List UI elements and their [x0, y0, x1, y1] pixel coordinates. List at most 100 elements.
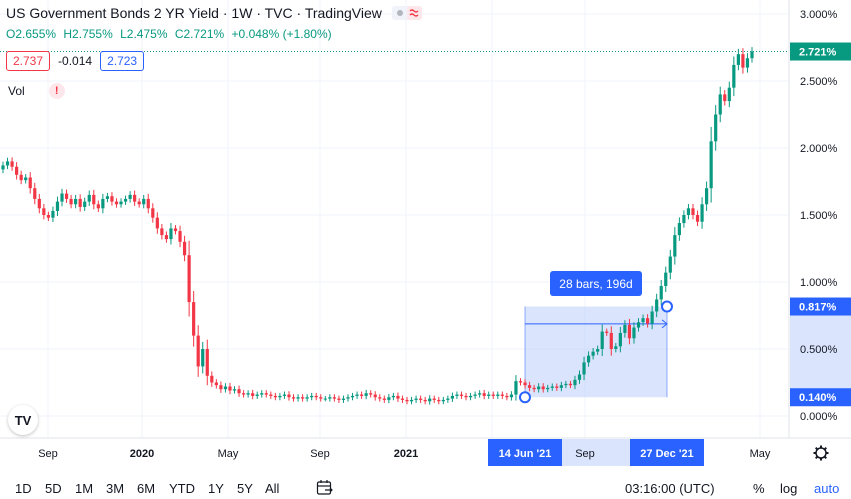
- volume-label: Vol: [8, 84, 25, 98]
- candle-body: [101, 198, 105, 209]
- candle-body: [278, 395, 282, 398]
- candle-body: [550, 386, 554, 388]
- range-1d-button[interactable]: 1D: [15, 481, 32, 496]
- range-ytd-button[interactable]: YTD: [169, 481, 195, 496]
- candle-body: [178, 231, 182, 242]
- candle-body: [450, 395, 454, 399]
- candle-body: [64, 193, 69, 199]
- candle-body: [328, 397, 332, 399]
- candle-body: [405, 399, 409, 402]
- bid-price-button[interactable]: 2.737: [6, 51, 51, 71]
- measure-end-handle: [661, 300, 673, 313]
- range-6m-button[interactable]: 6M: [137, 481, 156, 496]
- candle-body: [169, 228, 173, 240]
- clock-timezone[interactable]: 03:16:00 (UTC): [625, 481, 715, 496]
- candle-body: [55, 201, 60, 211]
- candle-body: [541, 386, 545, 390]
- time-tick-label: 2021: [394, 448, 418, 460]
- candle-body: [19, 174, 23, 181]
- candle-body: [523, 382, 527, 386]
- range-5y-button[interactable]: 5Y: [237, 481, 253, 496]
- candle-body: [46, 215, 50, 218]
- candle-body: [369, 393, 373, 395]
- range-all-button[interactable]: All: [265, 481, 280, 496]
- candle-body: [201, 349, 205, 367]
- gear-icon[interactable]: [813, 445, 829, 461]
- candle-body: [614, 346, 618, 349]
- candle-body: [87, 194, 91, 202]
- candle-body: [255, 394, 259, 396]
- candle-body: [223, 386, 228, 390]
- measure-price-band: [790, 306, 851, 398]
- candle-body: [718, 94, 722, 115]
- price-tick-label: 2.000%: [800, 143, 838, 155]
- status-toggle[interactable]: [391, 5, 422, 24]
- price-tick-label: 2.500%: [800, 76, 838, 88]
- time-tick-label: May: [750, 448, 771, 460]
- calendar-goto-icon[interactable]: [316, 479, 334, 496]
- candle-body: [446, 398, 450, 400]
- candle-body: [332, 397, 336, 399]
- symbol-legend[interactable]: US Government Bonds 2 YR Yield · 1W · TV…: [6, 5, 422, 24]
- candle-body: [605, 331, 609, 333]
- candle-body: [214, 382, 218, 386]
- time-tick-label: Sep: [575, 448, 595, 460]
- symbol-title: US Government Bonds 2 YR Yield: [6, 5, 219, 22]
- measure-label-box: [550, 271, 642, 296]
- candle-body: [668, 256, 672, 273]
- candle-body: [632, 327, 636, 339]
- candle-body: [586, 355, 591, 363]
- candle-body: [133, 194, 137, 202]
- tradingview-logo-icon[interactable]: TV: [8, 405, 38, 435]
- candle-body: [264, 393, 268, 395]
- candle-body: [564, 383, 568, 386]
- candle-body: [568, 383, 573, 386]
- high-value: H2.755%: [63, 27, 113, 41]
- measure-start-date-label-bg: [488, 439, 562, 466]
- candle-body: [83, 201, 87, 207]
- candle-body: [360, 394, 364, 396]
- candle-body: [119, 201, 123, 205]
- candle-body: [387, 397, 391, 400]
- range-1y-button[interactable]: 1Y: [208, 481, 224, 496]
- candle-body: [514, 381, 518, 395]
- candle-body: [114, 201, 119, 205]
- candle-body: [228, 386, 232, 391]
- candle-body: [664, 272, 668, 287]
- range-1m-button[interactable]: 1M: [75, 481, 94, 496]
- measure-start-handle: [519, 391, 531, 404]
- wave-icon[interactable]: [391, 5, 422, 21]
- candle-body: [468, 395, 473, 398]
- measure-end-date-label-bg: [630, 439, 704, 466]
- candle-body: [260, 393, 264, 395]
- warning-icon[interactable]: !: [48, 83, 65, 99]
- low-value: L2.475%: [120, 27, 168, 41]
- candle-body: [723, 94, 727, 102]
- candle-body: [310, 395, 314, 398]
- candle-body: [42, 208, 46, 215]
- candle-body: [151, 208, 155, 218]
- candle-body: [464, 395, 468, 398]
- auto-scale-toggle[interactable]: auto: [814, 481, 840, 496]
- candle-body: [196, 335, 200, 367]
- candle-body: [491, 394, 495, 396]
- candle-body: [28, 177, 32, 189]
- candle-body: [282, 394, 287, 396]
- range-3m-button[interactable]: 3M: [106, 481, 125, 496]
- range-5d-button[interactable]: 5D: [45, 481, 62, 496]
- candle-body: [732, 64, 736, 88]
- percent-scale-toggle[interactable]: %: [753, 481, 765, 496]
- candle-body: [559, 385, 563, 388]
- interval-label: 1W: [231, 5, 253, 22]
- last-price-label-bg: [790, 42, 851, 61]
- ask-price-button[interactable]: 2.723: [100, 51, 145, 71]
- candle-body: [123, 198, 128, 202]
- measure-start-date-label: 14 Jun '21: [499, 448, 552, 460]
- candle-body: [314, 395, 318, 398]
- candle-body: [645, 318, 650, 324]
- candle-body: [350, 395, 355, 398]
- price-tick-label: 1.000%: [800, 277, 838, 289]
- volume-legend[interactable]: Vol !: [8, 83, 65, 99]
- log-scale-toggle[interactable]: log: [780, 481, 798, 496]
